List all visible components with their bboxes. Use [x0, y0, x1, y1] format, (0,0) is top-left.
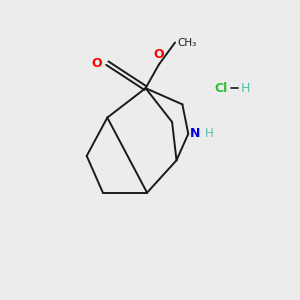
Text: N: N	[190, 127, 200, 140]
Text: CH₃: CH₃	[177, 38, 196, 47]
Text: O: O	[92, 57, 102, 70]
Text: H: H	[241, 82, 250, 95]
Text: O: O	[154, 48, 164, 61]
Text: Cl: Cl	[215, 82, 228, 95]
Text: H: H	[205, 127, 213, 140]
